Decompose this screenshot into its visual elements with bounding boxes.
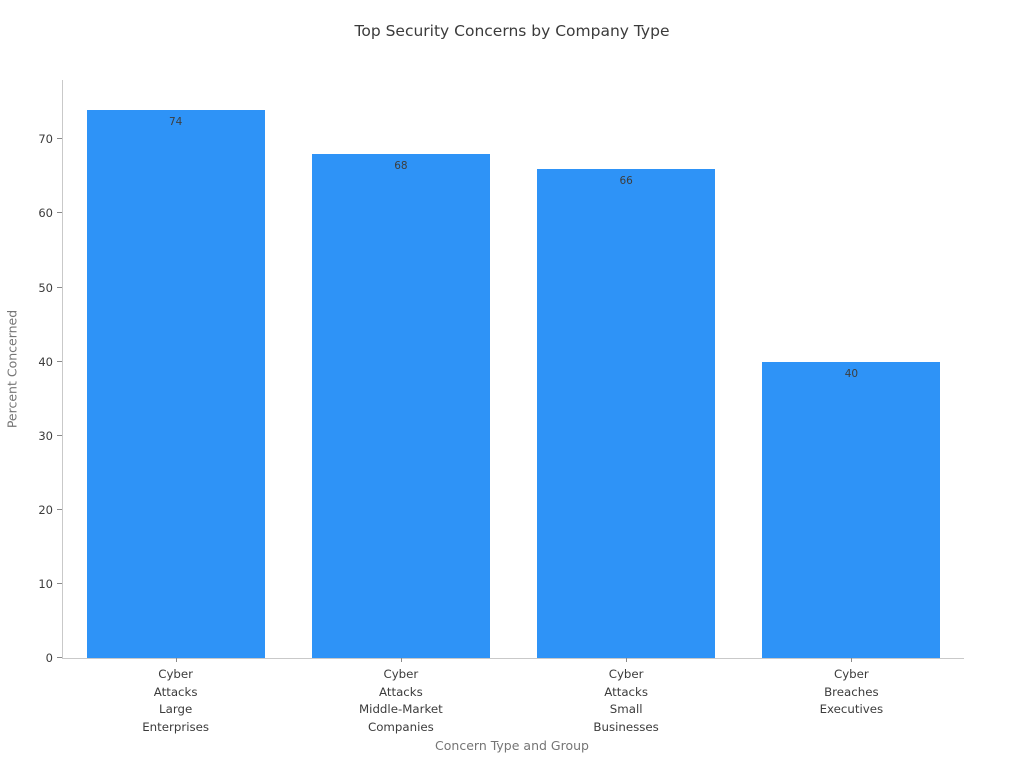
y-tick-mark — [57, 212, 62, 214]
bar — [762, 361, 941, 658]
x-tick-label: Cyber Attacks Large Enterprises — [142, 667, 210, 734]
bar-slot: 74 Cyber Attacks Large Enterprises — [63, 80, 288, 734]
x-tick-mark — [626, 658, 628, 662]
x-axis-label: Concern Type and Group — [435, 738, 589, 753]
x-tick-mark — [400, 658, 402, 662]
x-tick-mark — [175, 658, 177, 662]
x-tick-mark — [851, 658, 853, 662]
y-tick-label: 10 — [38, 576, 53, 591]
bar — [311, 154, 490, 658]
x-tick-label: Cyber Attacks Small Businesses — [593, 667, 659, 734]
y-tick-mark — [57, 360, 62, 362]
y-tick-mark — [57, 582, 62, 584]
x-tick-label: Cyber Breaches Executives — [819, 667, 884, 716]
bar-value-label: 66 — [619, 174, 633, 187]
bar-slot: 68 Cyber Attacks Middle-Market Companies — [288, 80, 513, 734]
y-tick-mark — [57, 138, 62, 140]
x-tick-label: Cyber Attacks Middle-Market Companies — [358, 667, 443, 734]
bar-value-label: 68 — [394, 160, 408, 173]
y-tick-label: 50 — [38, 280, 53, 295]
y-tick-label: 60 — [38, 206, 53, 221]
y-tick-label: 70 — [38, 132, 53, 147]
y-axis-label: Percent Concerned — [4, 309, 20, 429]
y-tick-label: 30 — [38, 428, 53, 443]
y-tick-mark — [57, 657, 62, 658]
bar-value-label: 74 — [168, 115, 183, 128]
chart-title: Top Security Concerns by Company Type — [354, 22, 670, 40]
y-tick-label: 40 — [38, 354, 53, 369]
bar — [537, 168, 716, 658]
y-tick-mark — [57, 286, 62, 288]
bar-slot: 40 Cyber Breaches Executives — [739, 80, 964, 716]
y-tick-label: 0 — [45, 651, 53, 665]
bar-slot: 66 Cyber Attacks Small Businesses — [514, 80, 739, 734]
plot-area: 0 10 20 30 40 50 60 70 74 Cyber Attacks Large Ent… — [38, 80, 964, 734]
y-tick-mark — [57, 508, 62, 510]
y-tick-label: 20 — [38, 502, 53, 517]
bar-value-label: 40 — [844, 367, 859, 380]
bar — [86, 109, 265, 658]
y-tick-mark — [57, 434, 62, 436]
